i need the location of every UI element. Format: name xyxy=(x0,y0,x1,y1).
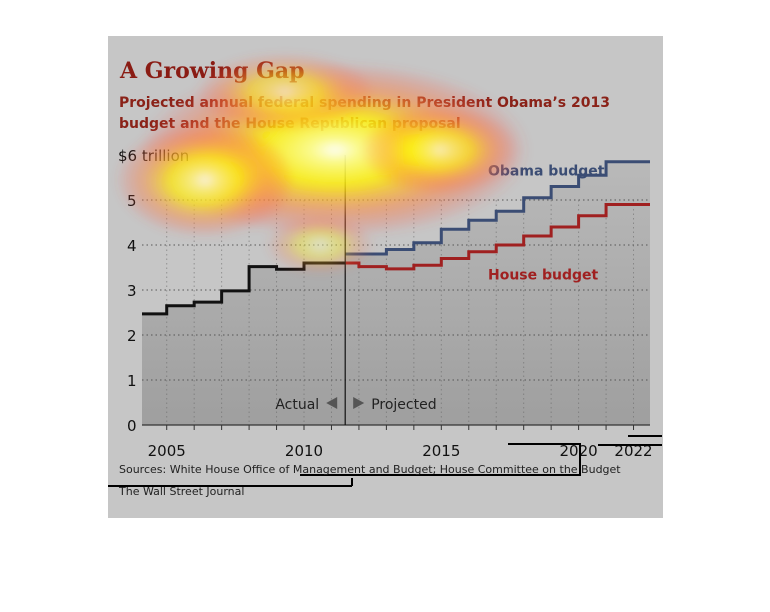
x-tick-label: 2022 xyxy=(614,442,652,460)
x-tick-label: 2010 xyxy=(285,442,323,460)
series-line-house-budget xyxy=(345,203,650,271)
y-tick-label: 0 xyxy=(127,417,137,435)
right-arrow-icon xyxy=(353,397,365,409)
y-tick-label: 2 xyxy=(127,327,137,345)
y-tick-label: 3 xyxy=(127,282,137,300)
x-tick-label: 2015 xyxy=(422,442,460,460)
sources-note: Sources: White House Office of Managemen… xyxy=(119,463,621,476)
plot-shaded-area xyxy=(142,161,650,425)
annotation-strokes xyxy=(108,435,662,487)
legend-house-budget: House budget xyxy=(488,268,599,284)
x-tick-label: 2020 xyxy=(560,442,598,460)
left-arrow-icon xyxy=(326,397,338,409)
heatmap-overlay xyxy=(115,52,530,275)
x-tick-label: 2005 xyxy=(148,442,186,460)
projected-label: Projected xyxy=(371,397,436,413)
series-line-obama-budget xyxy=(345,160,650,256)
actual-label: Actual xyxy=(275,397,319,413)
y-tick-label: 1 xyxy=(127,372,137,390)
credit-line: The Wall Street Journal xyxy=(119,485,245,498)
y-tick-label: 4 xyxy=(127,237,137,255)
